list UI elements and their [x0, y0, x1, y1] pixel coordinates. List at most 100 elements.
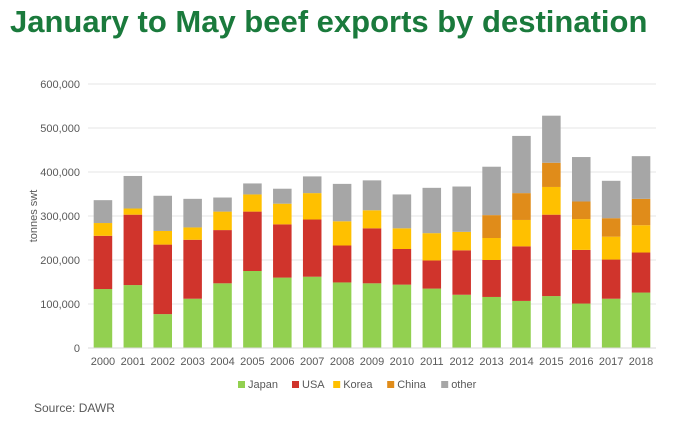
bar-segment-usa-2005	[243, 211, 262, 271]
bar-segment-japan-2013	[482, 296, 501, 348]
bar-segment-other-2007	[302, 176, 322, 194]
legend-swatch-korea	[333, 381, 341, 388]
x-tick-label: 2017	[599, 356, 623, 368]
legend-label-china: China	[397, 379, 427, 391]
bar-segment-china-2017	[601, 218, 621, 237]
bars	[93, 115, 651, 348]
bar-segment-japan-2015	[542, 296, 561, 348]
legend-swatch-japan	[238, 381, 245, 388]
x-tick-label: 2011	[420, 356, 444, 368]
y-axis-title: tonnes swt	[28, 190, 40, 243]
bar-segment-other-2014	[512, 135, 531, 194]
bar-segment-japan-2007	[302, 276, 322, 348]
bar-segment-japan-2011	[422, 288, 442, 348]
bar-segment-usa-2008	[332, 245, 352, 283]
bar-segment-korea-2010	[392, 228, 412, 249]
legend-label-usa: USA	[302, 379, 325, 391]
bar-segment-korea-2014	[512, 219, 531, 247]
bar-segment-japan-2003	[183, 298, 202, 348]
bar-segment-korea-2011	[422, 233, 442, 261]
source-note: Source: DAWR	[34, 401, 115, 415]
bar-segment-korea-2012	[452, 231, 471, 251]
bar-segment-china-2015	[542, 162, 561, 187]
y-tick-label: 0	[74, 343, 80, 355]
bar-segment-usa-2003	[183, 239, 202, 299]
bar-segment-korea-2006	[273, 203, 292, 225]
x-tick-label: 2018	[629, 356, 653, 368]
bar-segment-japan-2000	[93, 289, 113, 348]
legend-swatch-other	[441, 381, 449, 388]
bar-segment-korea-2008	[332, 221, 352, 246]
bar-segment-korea-2009	[362, 210, 382, 229]
bar-segment-korea-2003	[183, 227, 202, 240]
x-tick-label: 2013	[479, 356, 503, 368]
bar-segment-japan-2010	[392, 284, 412, 348]
bar-segment-usa-2011	[422, 260, 442, 289]
bar-segment-other-2000	[93, 200, 113, 224]
bar-segment-china-2016	[571, 201, 591, 220]
x-tick-label: 2010	[390, 356, 414, 368]
bar-segment-korea-2013	[482, 238, 501, 260]
bar-segment-japan-2016	[571, 303, 591, 348]
bar-segment-japan-2008	[332, 282, 352, 348]
x-tick-label: 2014	[509, 356, 533, 368]
y-tick-label: 300,000	[40, 211, 80, 223]
legend-label-korea: Korea	[343, 379, 373, 391]
legend-label-other: other	[451, 379, 476, 391]
bar-segment-china-2018	[631, 198, 651, 226]
bar-segment-japan-2018	[631, 292, 651, 348]
bar-segment-other-2012	[452, 186, 471, 232]
bar-segment-japan-2009	[362, 283, 382, 348]
bar-segment-japan-2012	[452, 294, 471, 348]
y-axis-ticks: 0 100,000 200,000 300,000 400,000 500,000 600,…	[40, 79, 80, 355]
x-tick-label: 2007	[300, 356, 324, 368]
bar-segment-korea-2004	[213, 211, 232, 231]
bar-segment-usa-2007	[302, 219, 322, 277]
bar-segment-other-2017	[601, 180, 621, 219]
x-tick-label: 2015	[539, 356, 563, 368]
bar-segment-japan-2017	[601, 298, 621, 348]
bar-segment-japan-2005	[243, 271, 262, 348]
x-tick-label: 2005	[240, 356, 264, 368]
bar-segment-usa-2016	[571, 249, 591, 304]
x-tick-label: 2006	[270, 356, 294, 368]
bar-segment-other-2016	[571, 157, 591, 202]
bar-segment-usa-2012	[452, 250, 471, 295]
bar-segment-other-2002	[153, 195, 173, 231]
bar-segment-usa-2014	[512, 246, 531, 301]
bar-segment-korea-2000	[93, 223, 113, 236]
bar-segment-korea-2015	[542, 186, 561, 215]
bar-segment-usa-2002	[153, 244, 173, 315]
x-tick-label: 2000	[91, 356, 115, 368]
x-axis-ticks: 2000 2001 2002 2003 2004 2005 2006 2007 2008 2009…	[91, 356, 654, 368]
bar-segment-usa-2017	[601, 259, 621, 299]
x-tick-label: 2016	[569, 356, 593, 368]
legend: Japan USA Korea China other	[238, 379, 477, 391]
bar-segment-usa-2009	[362, 228, 382, 284]
bar-segment-korea-2005	[243, 194, 262, 212]
x-tick-label: 2004	[210, 356, 234, 368]
x-tick-label: 2008	[330, 356, 354, 368]
bar-segment-usa-2018	[631, 252, 651, 293]
bar-segment-other-2010	[392, 194, 412, 229]
bar-segment-other-2018	[631, 156, 651, 199]
bar-segment-korea-2016	[571, 219, 591, 250]
bar-segment-usa-2000	[93, 235, 113, 290]
bar-segment-japan-2004	[213, 283, 232, 348]
bar-segment-japan-2001	[123, 285, 143, 348]
bar-segment-japan-2014	[512, 300, 531, 348]
bar-segment-japan-2006	[273, 277, 292, 348]
x-tick-label: 2012	[449, 356, 473, 368]
bar-segment-other-2015	[542, 115, 561, 163]
bar-segment-other-2008	[332, 183, 352, 222]
y-tick-label: 100,000	[40, 299, 80, 311]
bar-segment-other-2005	[243, 183, 262, 195]
legend-swatch-china	[387, 381, 395, 388]
bar-segment-other-2013	[482, 166, 501, 216]
bar-segment-usa-2006	[273, 224, 292, 278]
x-tick-label: 2003	[180, 356, 204, 368]
x-tick-label: 2001	[121, 356, 145, 368]
y-tick-label: 500,000	[40, 123, 80, 135]
bar-segment-other-2004	[213, 197, 232, 212]
